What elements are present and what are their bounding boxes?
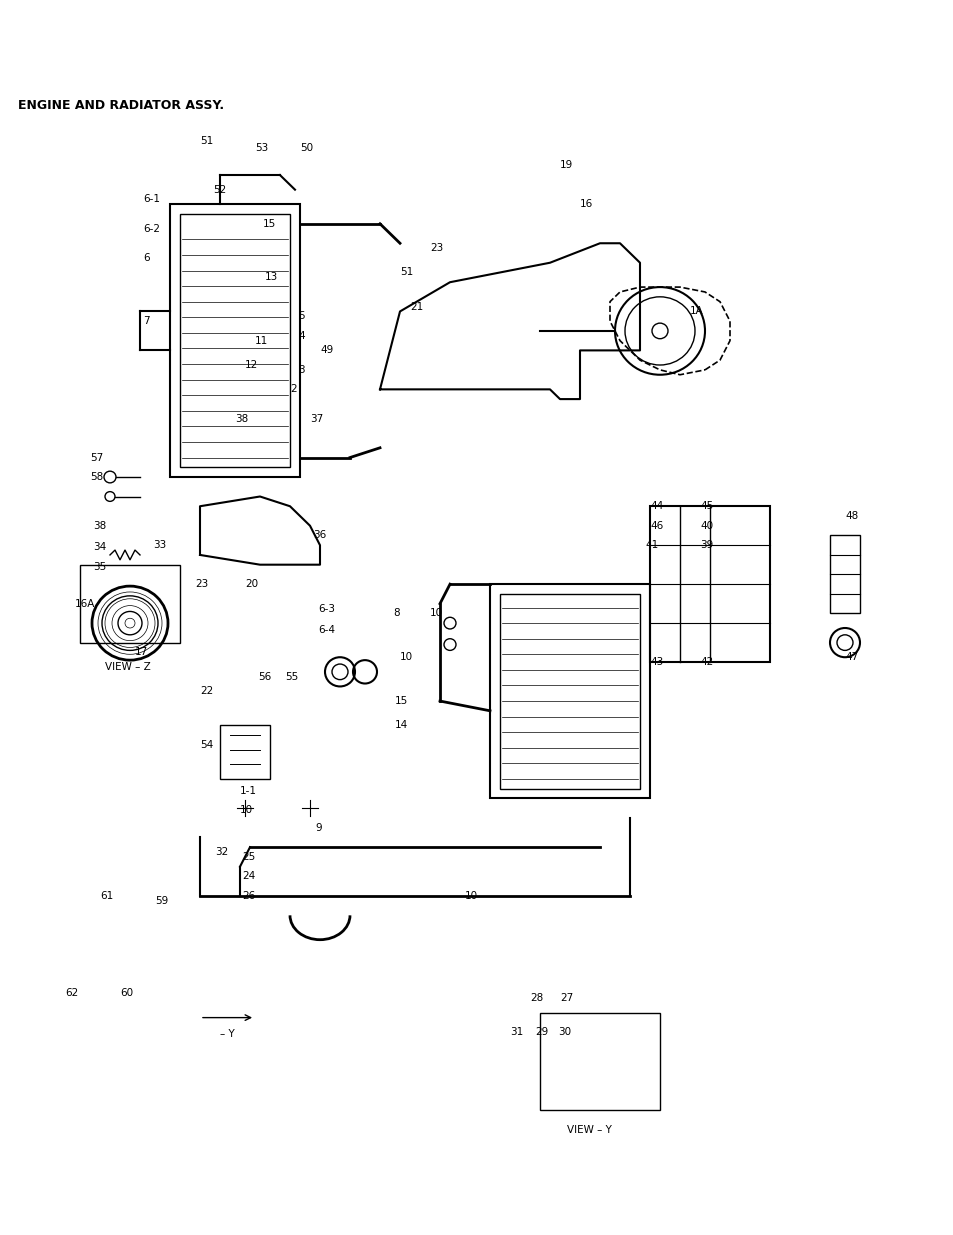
Text: 1A: 1A <box>689 306 703 316</box>
Text: 46: 46 <box>649 521 662 531</box>
Text: 39: 39 <box>700 540 713 551</box>
Text: 10: 10 <box>399 652 413 662</box>
Text: 25: 25 <box>242 852 255 862</box>
Text: 42: 42 <box>700 657 713 667</box>
Text: 50: 50 <box>299 143 313 153</box>
Text: 11: 11 <box>254 336 268 346</box>
Text: 4: 4 <box>297 331 304 341</box>
Text: 57: 57 <box>90 452 103 463</box>
Bar <box>80 564 180 642</box>
Bar <box>539 1013 659 1110</box>
Text: 10: 10 <box>464 890 477 900</box>
Bar <box>180 214 290 467</box>
Text: 23: 23 <box>194 579 208 589</box>
Text: 20: 20 <box>245 579 258 589</box>
Text: 43: 43 <box>649 657 662 667</box>
Text: 28: 28 <box>530 993 542 1003</box>
Text: 56: 56 <box>257 672 271 682</box>
Text: 51: 51 <box>200 136 213 146</box>
Text: 60: 60 <box>120 988 133 998</box>
Text: 53: 53 <box>254 143 268 153</box>
Text: 38: 38 <box>92 521 106 531</box>
Text: 45: 45 <box>700 501 713 511</box>
Bar <box>170 204 299 477</box>
Text: 34: 34 <box>92 542 106 552</box>
Text: 36: 36 <box>313 531 326 541</box>
Text: 61: 61 <box>100 890 113 900</box>
Text: 10: 10 <box>430 609 442 619</box>
Text: 7: 7 <box>143 316 150 326</box>
Text: 55: 55 <box>285 672 298 682</box>
Text: 21: 21 <box>410 301 423 311</box>
Text: 31: 31 <box>510 1028 522 1037</box>
Text: 6: 6 <box>143 253 150 263</box>
Text: 5: 5 <box>297 311 304 321</box>
Text: 49: 49 <box>319 346 333 356</box>
Text: 26: 26 <box>242 890 255 900</box>
Text: 59: 59 <box>154 895 168 905</box>
Text: 27: 27 <box>559 993 573 1003</box>
Text: 33: 33 <box>152 540 166 551</box>
Bar <box>220 725 270 779</box>
Text: 58: 58 <box>90 472 103 482</box>
Text: 12: 12 <box>245 361 258 370</box>
Text: 62: 62 <box>65 988 78 998</box>
Text: 13: 13 <box>265 273 278 283</box>
Text: PAGE 62 — DCA-36SPX—  OPERATION AND PARTS  MANUAL — REV. #1  (04/14/10): PAGE 62 — DCA-36SPX— OPERATION AND PARTS… <box>130 1204 823 1219</box>
Text: 14: 14 <box>395 720 408 730</box>
Bar <box>829 536 859 614</box>
Text: 54: 54 <box>200 740 213 750</box>
Text: 30: 30 <box>558 1028 571 1037</box>
Text: VIEW – Y: VIEW – Y <box>566 1125 611 1135</box>
Text: 15: 15 <box>395 697 408 706</box>
Text: 9: 9 <box>314 823 321 832</box>
Text: 40: 40 <box>700 521 713 531</box>
Text: 2: 2 <box>290 384 296 394</box>
Text: 41: 41 <box>644 540 658 551</box>
Text: 15: 15 <box>263 219 276 228</box>
Text: 35: 35 <box>92 562 106 572</box>
Text: 16: 16 <box>579 199 593 209</box>
Text: 48: 48 <box>844 511 858 521</box>
Bar <box>490 584 649 799</box>
Text: 52: 52 <box>213 185 226 195</box>
Text: 1-1: 1-1 <box>240 785 256 795</box>
Text: 22: 22 <box>200 687 213 697</box>
Text: 6-4: 6-4 <box>317 625 335 635</box>
Text: – Y: – Y <box>220 1029 234 1039</box>
Text: 6-1: 6-1 <box>143 194 160 205</box>
Text: 6-3: 6-3 <box>317 604 335 614</box>
Text: 10: 10 <box>240 805 253 815</box>
Text: 51: 51 <box>399 268 413 278</box>
Text: 17: 17 <box>135 647 148 657</box>
Text: 37: 37 <box>310 414 323 424</box>
Text: 32: 32 <box>214 847 228 857</box>
Text: 8: 8 <box>393 609 399 619</box>
Bar <box>649 506 769 662</box>
Text: 16A: 16A <box>75 599 95 609</box>
Text: 47: 47 <box>844 652 858 662</box>
Bar <box>499 594 639 789</box>
Text: DCA-36SPX— ENGINE AND RADIATOR ASSY.: DCA-36SPX— ENGINE AND RADIATOR ASSY. <box>173 26 780 49</box>
Text: 24: 24 <box>242 872 255 882</box>
Text: 3: 3 <box>297 364 304 375</box>
Text: VIEW – Z: VIEW – Z <box>105 662 151 672</box>
Text: 44: 44 <box>649 501 662 511</box>
Text: 38: 38 <box>234 414 248 424</box>
Text: 6-2: 6-2 <box>143 224 160 233</box>
Text: 29: 29 <box>535 1028 548 1037</box>
Text: 23: 23 <box>430 243 443 253</box>
Text: ENGINE AND RADIATOR ASSY.: ENGINE AND RADIATOR ASSY. <box>18 99 224 112</box>
Text: 19: 19 <box>559 161 573 170</box>
